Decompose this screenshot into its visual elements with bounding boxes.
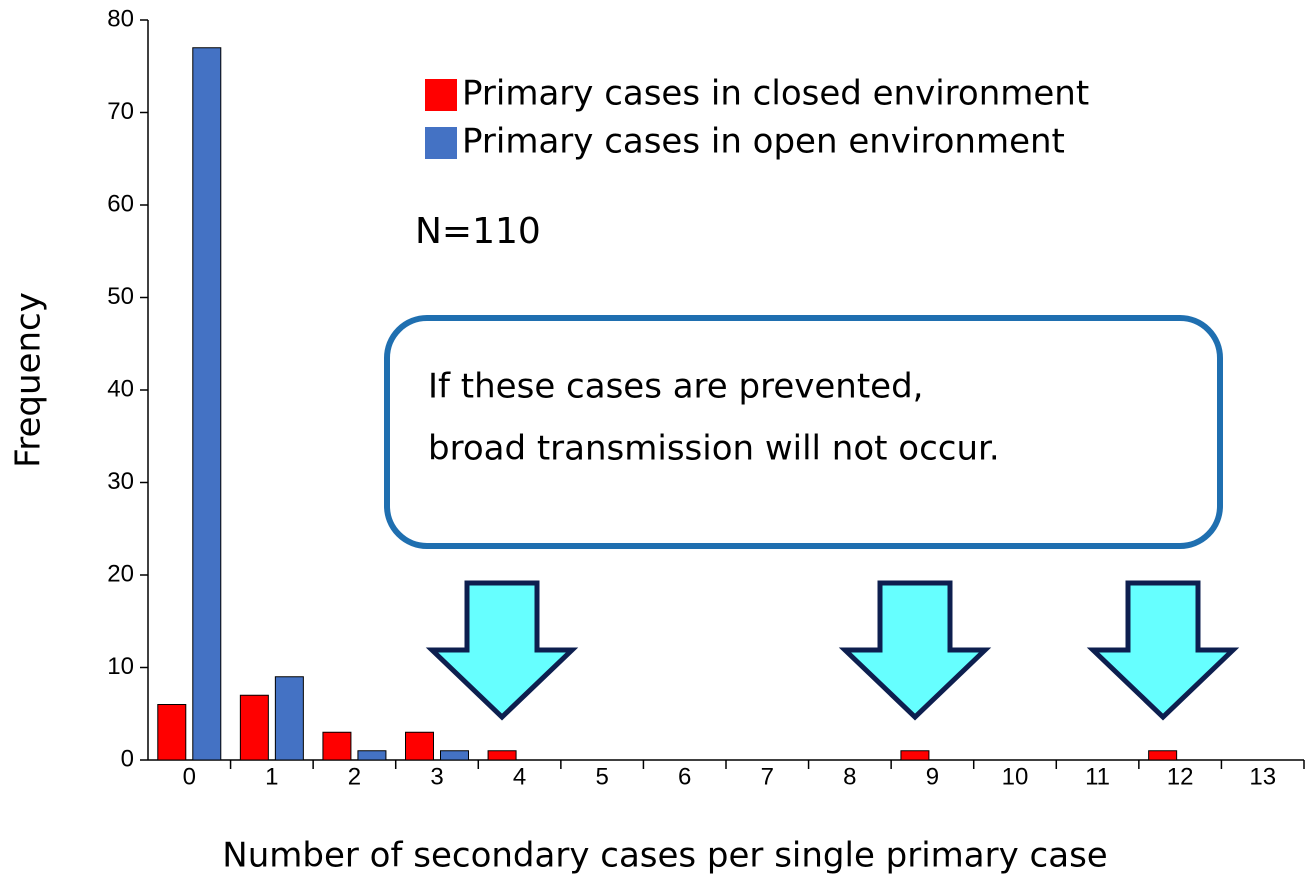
bar [357,750,387,761]
x-tick-label: 5 [595,763,608,790]
bar [157,704,187,761]
y-tick-label: 50 [107,283,134,310]
x-tick-label: 10 [1002,763,1029,790]
y-axis-label: Frequency [9,292,49,468]
bar [322,731,352,761]
bar [274,676,304,761]
annotation: broad transmission will not occur. [428,429,1000,469]
annotation: N=110 [415,211,541,252]
y-tick-label: 10 [107,653,134,680]
x-tick-label: 2 [348,763,361,790]
x-tick-label: 0 [183,763,196,790]
y-tick-label: 30 [107,468,134,495]
x-tick-label: 7 [761,763,774,790]
x-tick-label: 4 [513,763,526,790]
bar [192,47,222,761]
x-tick-label: 6 [678,763,691,790]
y-tick-label: 20 [107,560,134,587]
bar [1148,750,1178,761]
callout-box [384,315,1223,549]
x-tick-label: 13 [1249,763,1276,790]
bar [239,694,269,761]
x-tick-label: 3 [430,763,443,790]
legend-swatch [425,127,457,159]
bar [440,750,469,761]
legend-swatch [425,79,457,111]
y-tick-label: 70 [107,98,134,125]
x-tick-label: 9 [926,763,939,790]
legend-label: Primary cases in closed environment [462,74,1089,114]
arrow [838,580,992,721]
x-tick-label: 11 [1085,763,1110,790]
y-tick-label: 80 [107,5,134,32]
x-axis-label: Number of secondary cases per single pri… [222,836,1107,876]
y-tick-label: 40 [107,375,134,402]
x-tick-label: 12 [1167,763,1194,790]
y-tick-label: 60 [107,190,134,217]
x-tick-label: 1 [265,763,278,790]
bar [900,750,930,761]
arrow [1086,580,1240,721]
arrow [425,580,579,721]
y-tick-label: 0 [121,745,134,772]
bar [487,750,517,761]
x-tick-label: 8 [843,763,856,790]
annotation: If these cases are prevented, [428,367,923,407]
bar [405,731,434,761]
legend-label: Primary cases in open environment [462,122,1065,162]
